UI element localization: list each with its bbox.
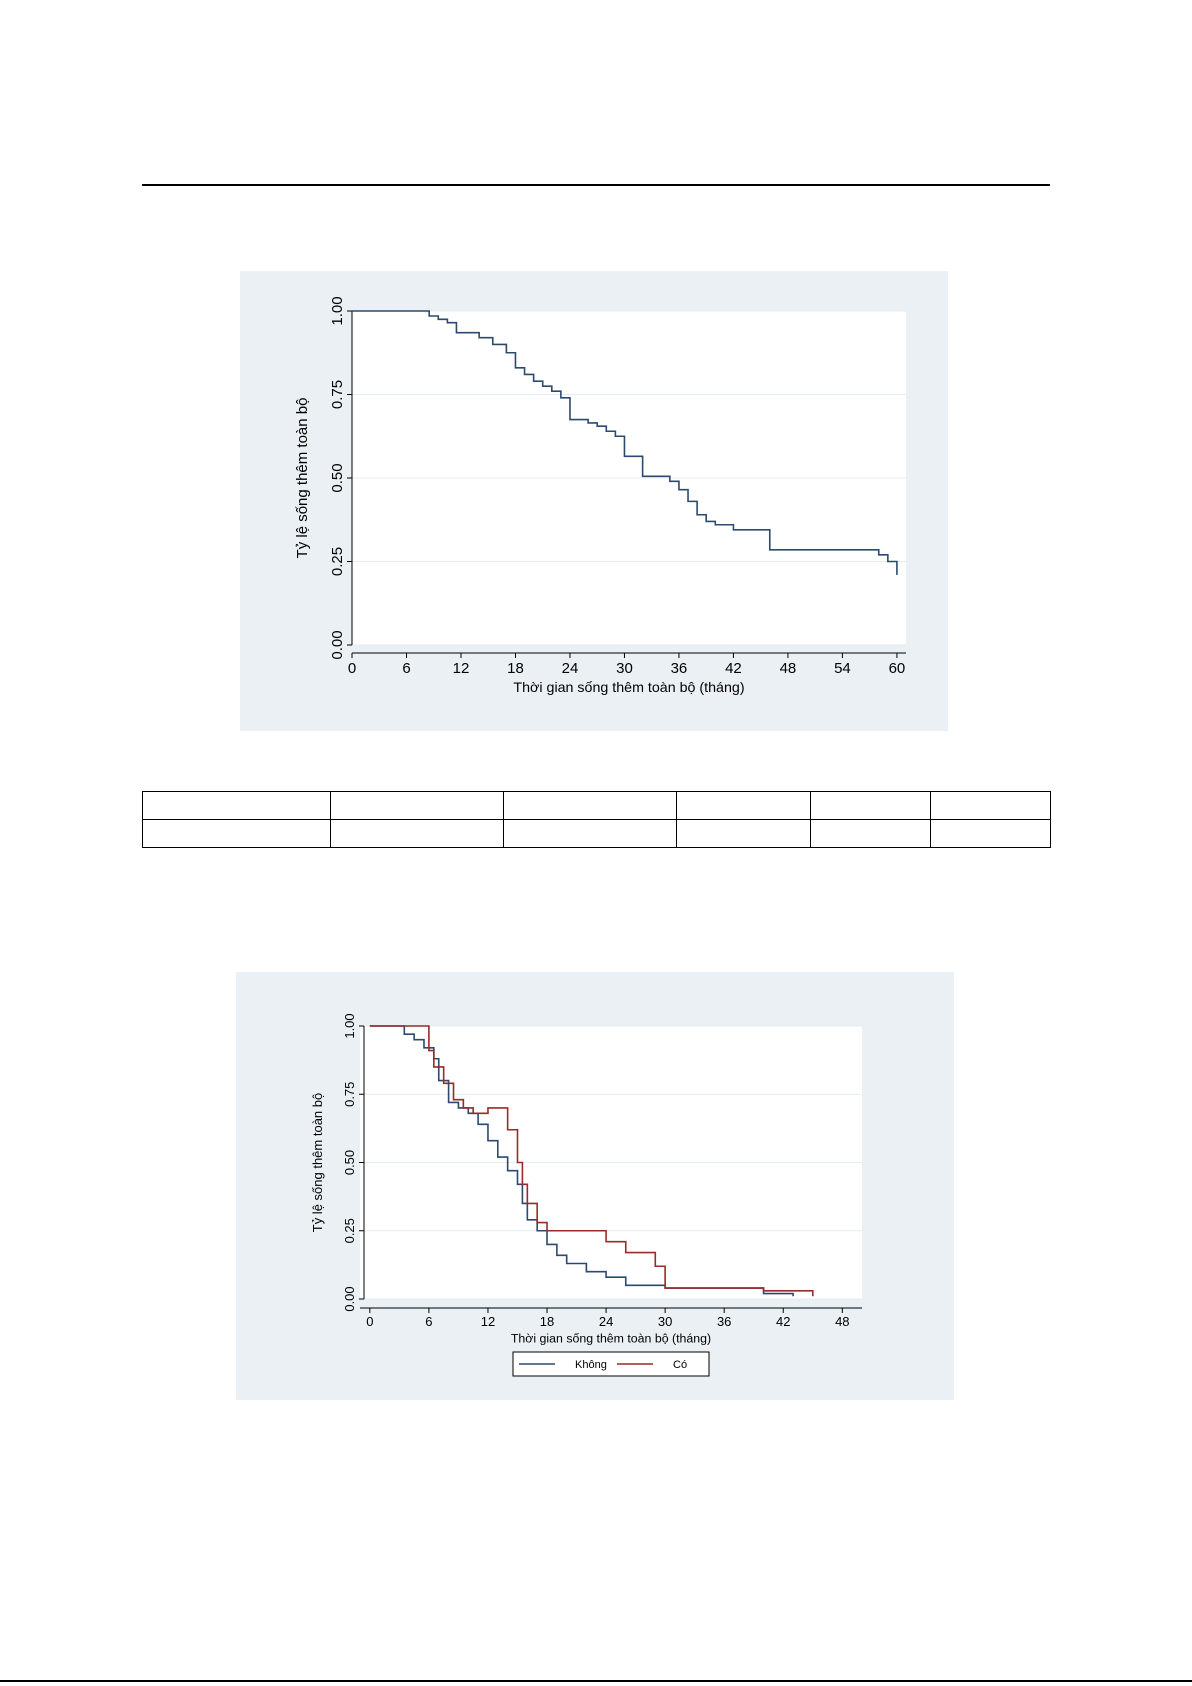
y-axis-label: Tỷ lệ sống thêm toàn bộ [310,1093,325,1232]
table-cell [330,791,504,820]
y-tick-label: 0.00 [329,630,346,659]
series-line-có [369,1025,814,1297]
table-cell [930,819,1051,848]
y-tick-label: 0.75 [342,1082,357,1107]
table-cell [503,791,677,820]
table-cell [810,819,931,848]
y-tick-label: 0.25 [342,1218,357,1243]
table-cell [142,819,331,848]
footer-rule [0,1680,1192,1682]
table-cell [676,819,811,848]
legend-label: Không [575,1359,607,1371]
x-axis-label: Thời gian sống thêm toàn bộ (tháng) [513,680,744,696]
x-tick-label: 24 [562,660,579,677]
x-tick-label: 36 [717,1314,731,1329]
y-tick-label: 1.00 [329,296,346,325]
x-tick-label: 54 [834,660,851,677]
survival-chart-overall: 0.00 0.25 0.50 0.75 1.00 0 6 12 18 24 30 36 42 48 54 60… [240,271,948,731]
legend-label: Có [673,1359,687,1371]
table-cell [930,791,1051,820]
table-row [142,819,1051,848]
x-tick-label: 24 [599,1314,613,1329]
y-tick-label: 0.00 [342,1286,357,1311]
table-cell [142,791,331,820]
table-cell [676,791,811,820]
y-tick-label: 0.50 [342,1150,357,1175]
x-tick-label: 36 [671,660,688,677]
empty-table [142,791,1051,848]
survival-chart-overall-svg: 0.00 0.25 0.50 0.75 1.00 0 6 12 18 24 30 36 42 48 54 60… [294,296,906,696]
table-cell [330,819,504,848]
x-axis-label: Thời gian sống thêm toàn bộ (tháng) [511,1332,711,1346]
x-tick-label: 0 [366,1314,373,1329]
y-axis-label: Tỷ lệ sống thêm toàn bộ [294,398,311,559]
y-tick-label: 0.25 [329,547,346,576]
table-cell [503,819,677,848]
table-row [142,791,1051,820]
series-line-không [369,1025,794,1297]
x-tick-label: 30 [616,660,633,677]
series-line [352,310,898,575]
x-tick-label: 42 [776,1314,790,1329]
x-tick-label: 48 [780,660,797,677]
x-tick-label: 0 [348,660,356,677]
survival-chart-by-group: 0.00 0.25 0.50 0.75 1.00 0 6 12 18 24 30 36 42 48 Thời… [236,972,954,1400]
x-tick-label: 18 [540,1314,554,1329]
x-tick-label: 42 [725,660,742,677]
x-tick-label: 30 [658,1314,672,1329]
table-cell [810,791,931,820]
x-tick-label: 60 [889,660,906,677]
y-tick-label: 0.75 [329,380,346,409]
x-tick-label: 48 [835,1314,849,1329]
y-tick-label: 1.00 [342,1013,357,1038]
x-tick-label: 6 [425,1314,432,1329]
x-tick-label: 12 [453,660,470,677]
x-tick-label: 6 [402,660,410,677]
x-tick-label: 12 [481,1314,495,1329]
y-tick-label: 0.50 [329,463,346,492]
survival-chart-by-group-svg: 0.00 0.25 0.50 0.75 1.00 0 6 12 18 24 30 36 42 48 Thời… [310,1013,862,1377]
x-tick-label: 18 [507,660,524,677]
header-rule [142,184,1050,186]
